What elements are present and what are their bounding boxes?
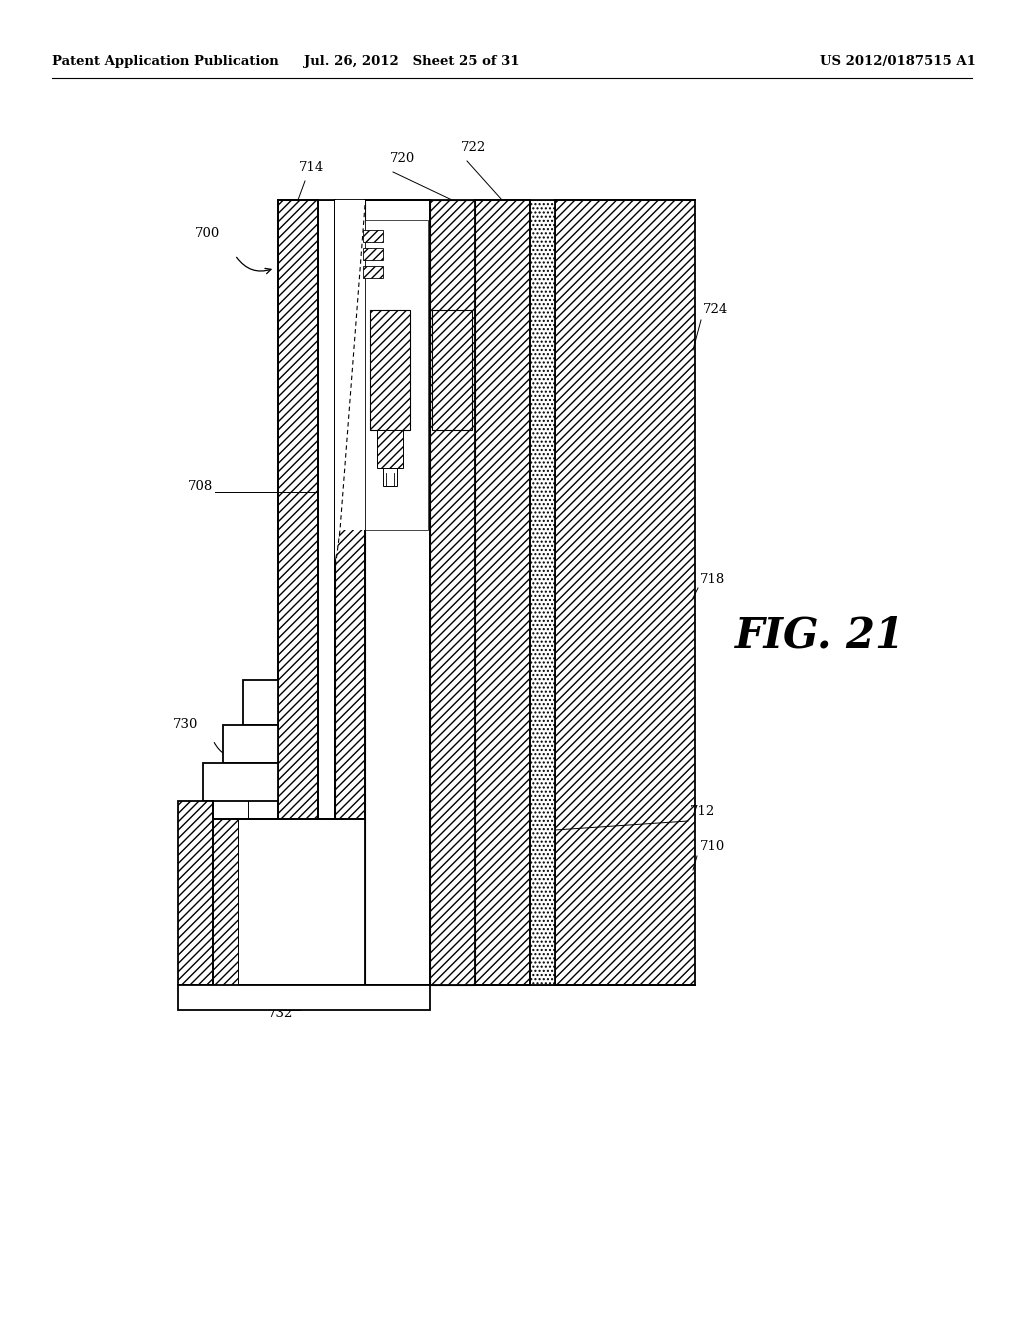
Bar bbox=[335, 201, 365, 985]
Bar bbox=[370, 310, 410, 430]
Bar bbox=[475, 201, 530, 985]
Text: Jul. 26, 2012   Sheet 25 of 31: Jul. 26, 2012 Sheet 25 of 31 bbox=[304, 55, 520, 69]
Bar bbox=[362, 248, 383, 260]
Bar bbox=[377, 430, 403, 469]
Text: 730: 730 bbox=[173, 718, 199, 731]
Polygon shape bbox=[335, 201, 365, 560]
Text: 710: 710 bbox=[700, 840, 725, 853]
Bar bbox=[530, 201, 555, 985]
Bar bbox=[430, 201, 475, 985]
Text: 700: 700 bbox=[195, 227, 220, 240]
Bar bbox=[383, 469, 397, 486]
Bar bbox=[223, 725, 278, 763]
Text: 720: 720 bbox=[390, 152, 416, 165]
Bar bbox=[555, 201, 695, 985]
Bar bbox=[362, 267, 383, 279]
Bar bbox=[362, 230, 383, 242]
Text: Patent Application Publication: Patent Application Publication bbox=[52, 55, 279, 69]
Text: 708: 708 bbox=[188, 480, 213, 492]
Text: 724: 724 bbox=[703, 304, 728, 315]
Bar bbox=[365, 201, 430, 985]
Bar bbox=[178, 801, 213, 985]
Text: 712: 712 bbox=[690, 805, 715, 818]
Text: US 2012/0187515 A1: US 2012/0187515 A1 bbox=[820, 55, 976, 69]
Bar bbox=[213, 818, 238, 985]
Text: 722: 722 bbox=[461, 141, 486, 154]
Bar bbox=[203, 763, 278, 801]
Polygon shape bbox=[365, 220, 428, 531]
Bar bbox=[178, 985, 430, 1010]
Text: 714: 714 bbox=[299, 161, 325, 174]
Bar bbox=[213, 818, 365, 985]
Text: 732: 732 bbox=[268, 1007, 293, 1020]
Text: FIG. 21: FIG. 21 bbox=[735, 614, 905, 656]
Text: 718: 718 bbox=[700, 573, 725, 586]
Bar bbox=[432, 310, 472, 430]
Bar bbox=[243, 680, 278, 725]
Bar bbox=[278, 201, 318, 985]
Bar bbox=[318, 201, 335, 985]
Text: 734: 734 bbox=[238, 863, 263, 876]
